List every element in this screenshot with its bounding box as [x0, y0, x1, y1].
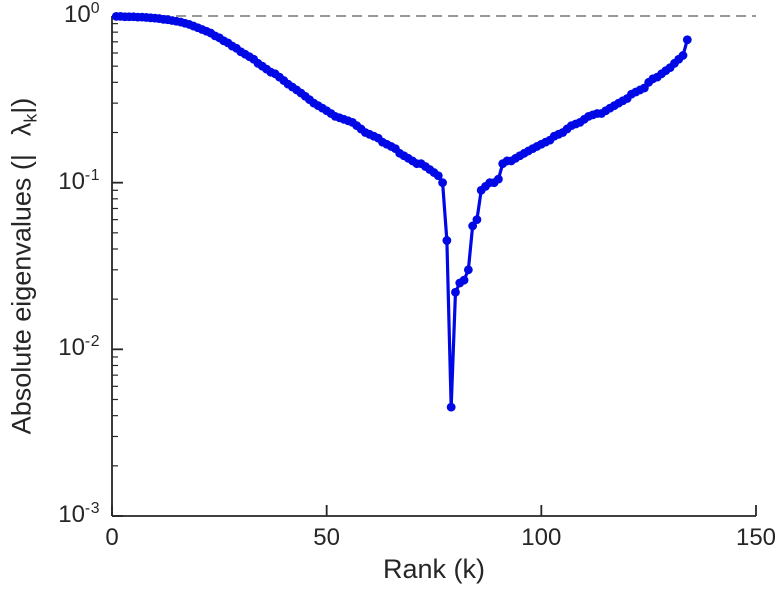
- y-tick-label: 10-1: [58, 166, 100, 195]
- y-axis-label: Absolute eigenvalues (| λk|): [6, 98, 41, 435]
- data-point: [494, 174, 503, 184]
- data-point: [472, 215, 482, 225]
- y-axis-label-text: Absolute eigenvalues (|: [6, 154, 37, 435]
- data-point: [678, 51, 688, 60]
- data-point: [451, 287, 460, 297]
- x-axis-label: Rank (k): [382, 554, 485, 584]
- x-tick-label: 100: [521, 524, 562, 551]
- y-tick-label: 10-3: [58, 500, 100, 528]
- x-tick-label: 50: [313, 524, 340, 551]
- data-point: [442, 236, 452, 245]
- y-tick-label: 100: [63, 0, 100, 28]
- lambda-symbol: λ: [6, 122, 37, 137]
- data-point: [433, 171, 443, 181]
- y-tick-label: 10-2: [58, 333, 100, 362]
- data-point: [438, 178, 447, 188]
- y-axis-label-close: |): [6, 97, 37, 114]
- eigenvalue-line: [114, 14, 689, 409]
- x-tick-label: 0: [105, 524, 119, 551]
- data-point: [682, 35, 692, 45]
- data-point: [468, 221, 478, 231]
- data-point: [459, 275, 469, 285]
- x-tick-label: 150: [735, 524, 777, 551]
- data-point: [463, 265, 473, 275]
- data-point: [446, 402, 456, 412]
- lambda-subscript: k: [20, 113, 41, 123]
